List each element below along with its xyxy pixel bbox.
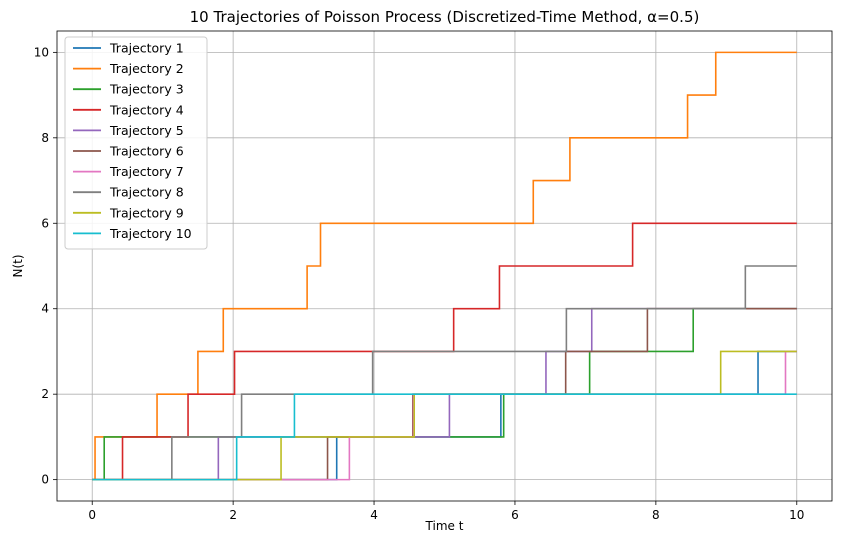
series-line-trajectory-9	[92, 350, 797, 481]
x-tick-label: 2	[229, 508, 237, 522]
ticks: 0 2 4 6 8 10 0 2 4 6 8 10	[34, 45, 805, 522]
legend: Trajectory 1 Trajectory 2 Trajectory 3 Traj…	[64, 36, 208, 250]
legend-label: Trajectory 4	[109, 102, 184, 117]
x-tick-label: 8	[652, 508, 660, 522]
series-line-trajectory-4	[92, 222, 797, 481]
x-tick-label: 4	[370, 508, 378, 522]
series-line-trajectory-2	[92, 51, 797, 481]
chart-title: 10 Trajectories of Poisson Process (Disc…	[190, 8, 700, 26]
series-line-trajectory-10	[92, 393, 797, 481]
x-axis-label: Time t	[425, 519, 464, 533]
legend-label: Trajectory 2	[109, 61, 184, 76]
y-axis-label: N(t)	[11, 254, 25, 277]
y-tick-label: 4	[41, 302, 49, 316]
plot-frame	[56, 30, 833, 502]
x-tick-label: 6	[511, 508, 519, 522]
legend-label: Trajectory 10	[109, 226, 192, 241]
y-tick-label: 6	[41, 216, 49, 230]
series-layer	[92, 51, 797, 481]
x-tick-label: 10	[789, 508, 804, 522]
x-tick-label: 0	[88, 508, 96, 522]
y-tick-label: 0	[41, 473, 49, 487]
y-tick-label: 8	[41, 131, 49, 145]
legend-label: Trajectory 9	[109, 205, 184, 220]
legend-label: Trajectory 5	[109, 123, 184, 138]
legend-label: Trajectory 1	[109, 41, 184, 56]
series-line-trajectory-1	[92, 350, 797, 481]
y-tick-label: 2	[41, 387, 49, 401]
y-tick-label: 10	[34, 45, 49, 59]
legend-label: Trajectory 8	[109, 185, 184, 200]
series-line-trajectory-8	[92, 265, 797, 481]
legend-label: Trajectory 6	[109, 144, 184, 159]
legend-label: Trajectory 7	[109, 164, 184, 179]
legend-label: Trajectory 3	[109, 82, 184, 97]
